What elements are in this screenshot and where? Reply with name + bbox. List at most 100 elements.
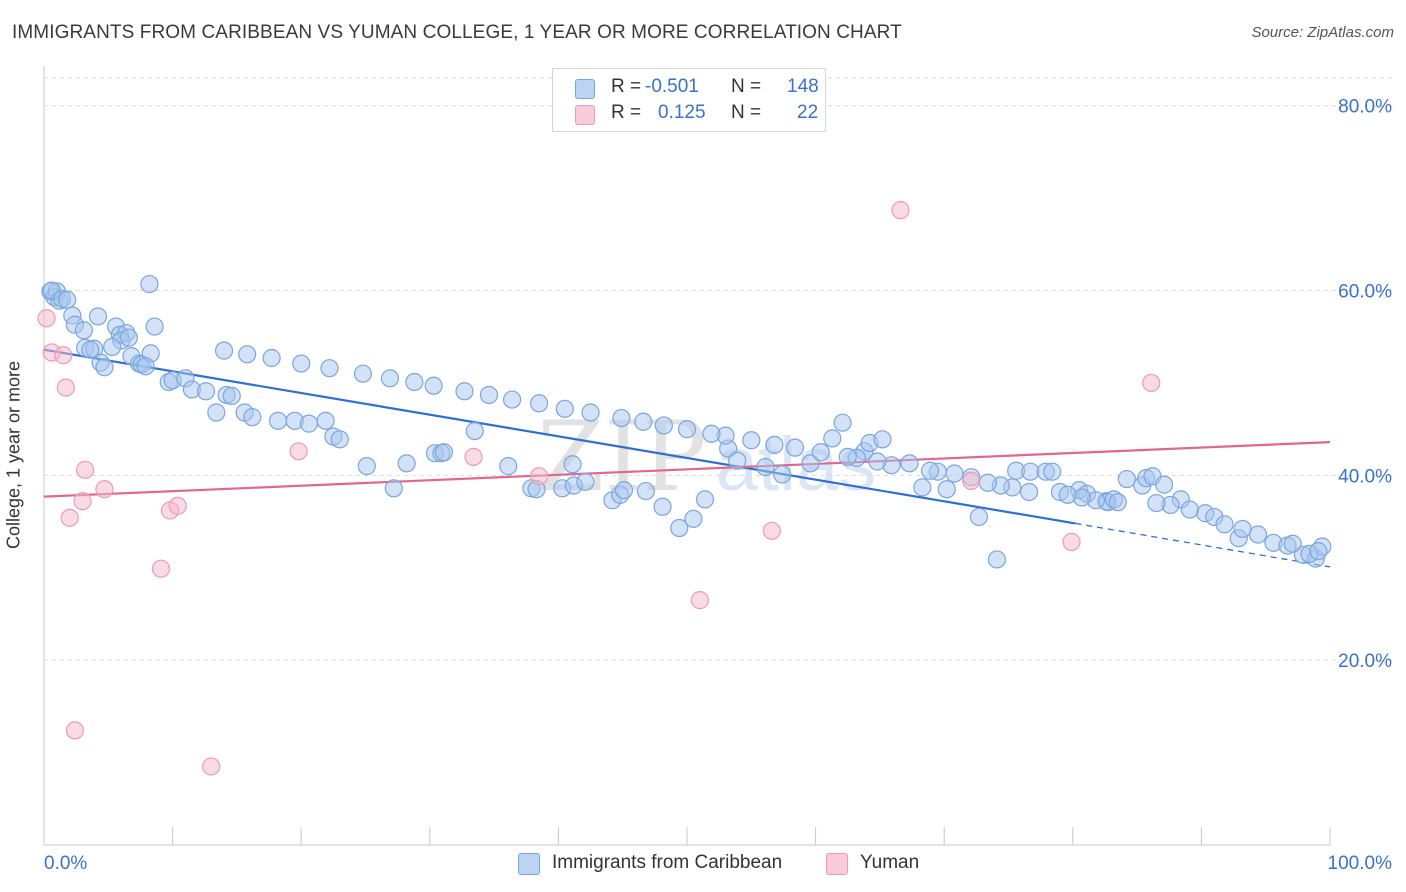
legend-n-value: 148 [787, 76, 819, 97]
caribbean-point [614, 481, 634, 500]
caribbean-point [268, 411, 288, 430]
data-points [37, 201, 1332, 776]
caribbean-point [978, 473, 998, 492]
caribbean-point [196, 382, 216, 401]
caribbean-point [868, 452, 887, 471]
axes [43, 66, 1331, 846]
y-tick-label: 20.0% [1338, 651, 1392, 672]
yuman-point [690, 591, 709, 610]
legend-r-value: 0.125 [658, 102, 706, 123]
caribbean-point [1117, 469, 1136, 489]
caribbean-point [654, 416, 673, 435]
caribbean-point [873, 430, 892, 449]
caribbean-point [900, 454, 919, 473]
source-label: Source: ZipAtlas.com [1251, 24, 1394, 41]
caribbean-point [103, 337, 122, 357]
caribbean-point [1309, 542, 1328, 561]
legend-swatch-pink [575, 105, 595, 125]
caribbean-point [1058, 485, 1077, 504]
caribbean-point [581, 403, 600, 422]
caribbean-point [765, 435, 784, 454]
caribbean-point [702, 424, 721, 443]
caribbean-point [1215, 515, 1234, 534]
yuman-point [891, 201, 910, 220]
caribbean-point [380, 369, 400, 388]
caribbean-point [987, 550, 1007, 569]
x-tick-label: 0.0% [44, 853, 87, 874]
yuman-point [962, 471, 981, 491]
yuman-point [151, 559, 171, 578]
caribbean-point [316, 411, 335, 430]
caribbean-point [136, 357, 155, 376]
yuman-point [202, 757, 221, 776]
caribbean-point [1283, 534, 1302, 553]
yuman-point [37, 309, 56, 328]
caribbean-point [222, 386, 241, 405]
caribbean-point [455, 382, 474, 401]
yuman-point [530, 467, 549, 486]
caribbean-point [81, 340, 100, 359]
caribbean-point [801, 454, 820, 473]
caribbean-point [969, 507, 989, 527]
yuman-point [95, 480, 114, 499]
caribbean-point [634, 412, 653, 431]
y-tick-label: 40.0% [1338, 466, 1392, 487]
caribbean-point [1180, 500, 1199, 519]
yuman-point [762, 521, 781, 540]
caribbean-point [1233, 519, 1252, 539]
caribbean-point [479, 385, 499, 405]
caribbean-point [913, 478, 932, 497]
caribbean-point [728, 451, 747, 470]
legend-n-label: N = [731, 76, 762, 97]
caribbean-point [636, 481, 655, 501]
caribbean-point [1248, 525, 1268, 544]
caribbean-point [811, 443, 830, 462]
caribbean-point [207, 403, 226, 422]
caribbean-point [499, 457, 518, 476]
caribbean-point [823, 429, 842, 448]
yuman-point [65, 721, 84, 740]
yuman-trend-line [43, 440, 1331, 498]
y-tick-label: 60.0% [1338, 282, 1392, 303]
yuman-point [54, 346, 73, 365]
caribbean-point [140, 274, 159, 294]
caribbean-point [434, 443, 454, 462]
caribbean-point [145, 317, 164, 336]
caribbean-point [833, 413, 852, 432]
legend-r-label: R = [611, 102, 642, 123]
caribbean-point [563, 455, 582, 474]
caribbean-point [214, 341, 234, 360]
tick-labels: 20.0% 40.0% 60.0% 80.0% 0.0% 100.0% [44, 97, 1392, 874]
caribbean-point [58, 290, 77, 309]
caribbean-point [1043, 462, 1062, 481]
caribbean-point [405, 372, 424, 392]
caribbean-point [299, 414, 319, 433]
caribbean-point [785, 438, 805, 457]
bottom-legend-label: Immigrants from Caribbean [552, 852, 783, 873]
caribbean-point [238, 345, 257, 364]
caribbean-point [612, 408, 631, 428]
caribbean-point [424, 376, 443, 395]
trend-lines [43, 348, 1331, 568]
caribbean-point [357, 457, 376, 476]
caribbean-point [262, 348, 281, 368]
caribbean-point [1108, 493, 1127, 512]
bottom-legend-swatch-blue [518, 853, 540, 875]
caribbean-point [1019, 482, 1039, 502]
bottom-legend-label: Yuman [860, 852, 920, 873]
caribbean-point [773, 465, 792, 484]
yuman-point [60, 508, 79, 527]
caribbean-point [119, 328, 138, 347]
caribbean-point [384, 479, 403, 498]
caribbean-point [937, 480, 956, 499]
caribbean-point [74, 321, 93, 340]
caribbean-point [1147, 493, 1166, 513]
legend-r-label: R = [611, 76, 642, 97]
legend-swatch-blue [575, 79, 595, 99]
x-tick-label: 100.0% [1328, 853, 1393, 874]
caribbean-trend-line [43, 348, 1076, 525]
caribbean-point [756, 457, 775, 477]
caribbean-point [1021, 462, 1040, 481]
bottom-legend-swatch-pink [826, 853, 848, 875]
